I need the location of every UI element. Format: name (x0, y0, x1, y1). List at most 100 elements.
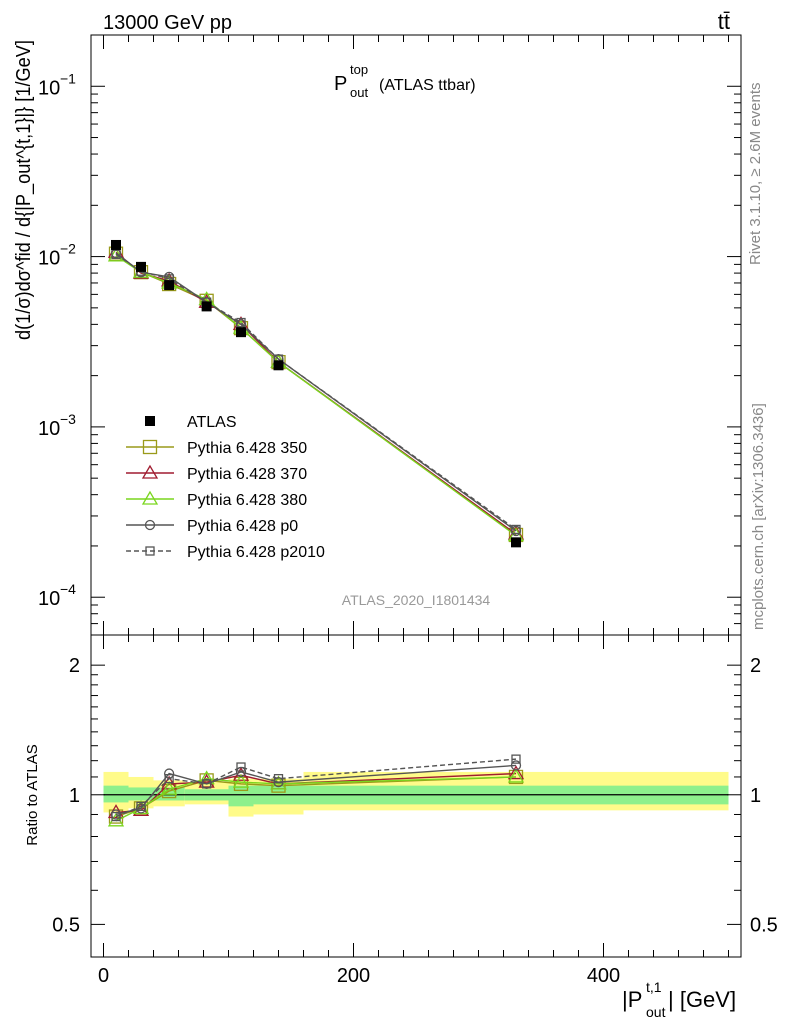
ratio-y-ticks: 0.5 0.5 1 1 2 2 (52, 655, 778, 936)
ratio-x-tick-label: 0 (98, 965, 109, 987)
legend-label: ATLAS (187, 414, 237, 431)
data-point (511, 537, 521, 548)
x-label-sub: out (646, 1004, 666, 1020)
ratio-y-tick-label-right: 1 (750, 785, 761, 807)
legend-marker (144, 519, 156, 531)
ratio-series-pythia-6-428-p2010 (111, 754, 521, 822)
series-line (115, 252, 517, 532)
x-label-sup: t,1 (646, 979, 662, 995)
data-point (236, 327, 246, 338)
data-point (511, 524, 521, 535)
title-sub: out (350, 85, 368, 100)
uncertainty-band-inner (128, 787, 154, 801)
main-y-tick-base: 10 (38, 418, 60, 440)
ratio-panel: 0.5 0.5 1 1 2 2 0 200 400 Ratio to ATLAS |P t,1… (24, 634, 778, 1020)
series-pythia-6-428-380 (107, 247, 525, 542)
series-line (115, 255, 517, 537)
main-plot-content (107, 239, 525, 548)
data-point (111, 239, 121, 250)
series-line (115, 253, 517, 536)
legend-label: Pythia 6.428 p0 (187, 518, 298, 535)
main-y-tick-exp: −1 (60, 70, 76, 86)
main-y-tick-exp: −2 (60, 241, 76, 257)
legend-entry: Pythia 6.428 p2010 (126, 544, 325, 561)
ratio-x-tick-label: 200 (337, 965, 370, 987)
series-pythia-6-428-p2010 (111, 249, 521, 535)
legend-marker (145, 416, 155, 426)
x-label-post: | [GeV] (668, 987, 736, 1012)
legend-entry: ATLAS (145, 414, 237, 431)
series-pythia-6-428-350 (108, 246, 524, 543)
ratio-y-tick-label: 2 (69, 655, 80, 677)
main-y-axis-label: d(1/σ)dσ^fid / d{|P_out^{t,1}|} [1/GeV] (13, 40, 35, 340)
x-label-pre: |P (622, 987, 642, 1012)
ratio-point (271, 778, 286, 793)
analysis-watermark: ATLAS_2020_I1801434 (342, 592, 491, 608)
process-label: tt̄ (718, 9, 730, 34)
ratio-point (160, 780, 178, 795)
ratio-x-tick-label: 400 (587, 965, 620, 987)
data-point (111, 249, 121, 260)
data-point (164, 280, 175, 291)
rivet-label: Rivet 3.1.10, ≥ 2.6M events (747, 83, 764, 266)
ratio-y-tick-label: 0.5 (52, 914, 80, 936)
ratio-plot-content (103, 754, 729, 827)
legend-label: Pythia 6.428 380 (187, 492, 307, 509)
legend-marker (141, 464, 159, 479)
legend-entry: Pythia 6.428 p0 (126, 518, 298, 535)
main-y-tick-label: 10 −2 (38, 241, 76, 270)
main-y-tick-exp: −3 (60, 411, 76, 427)
data-point (273, 360, 284, 371)
data-point (236, 317, 246, 328)
ratio-point (232, 773, 250, 788)
ratio-y-tick-label-right: 2 (750, 655, 761, 677)
ratio-y-axis-label: Ratio to ATLAS (24, 744, 41, 845)
legend-label: Pythia 6.428 350 (187, 440, 307, 457)
ratio-y-tick-label-right: 0.5 (750, 914, 778, 936)
ratio-point (511, 754, 521, 764)
mcplots-label: mcplots.cern.ch [arXiv:1306.3436] (750, 403, 767, 630)
legend-label: Pythia 6.428 p2010 (187, 544, 325, 561)
legend-label: Pythia 6.428 370 (187, 466, 307, 483)
ratio-point (164, 774, 174, 784)
main-panel: 10−110−210−310−4 P top out (ATLAS ttbar)… (13, 34, 742, 636)
main-y-tick-label: 10 −3 (38, 411, 76, 440)
title-suffix: (ATLAS ttbar) (379, 77, 476, 94)
legend-marker (142, 439, 158, 455)
legend-marker (141, 490, 159, 505)
main-x-ticks (103, 35, 729, 635)
energy-label: 13000 GeV pp (103, 12, 232, 34)
ratio-point (236, 762, 246, 772)
legend-marker (145, 546, 155, 556)
series-line (115, 253, 517, 531)
ratio-line (115, 758, 517, 818)
ratio-point (507, 765, 525, 780)
ratio-point (235, 766, 247, 778)
main-y-ticks: 10−110−210−310−4 (38, 34, 741, 636)
ratio-point (136, 801, 146, 811)
main-y-tick-base: 10 (38, 588, 60, 610)
legend: ATLAS Pythia 6.428 350 Pythia 6.428 370 Pyt… (126, 414, 325, 561)
title-main: P (334, 73, 347, 95)
ratio-x-ticks: 0 200 400 (98, 635, 729, 987)
main-y-tick-base: 10 (38, 77, 60, 99)
legend-entry: Pythia 6.428 380 (126, 490, 307, 509)
main-y-tick-label: 10 −4 (38, 581, 76, 610)
series-atlas (111, 239, 521, 548)
x-axis-label: |P t,1 out | [GeV] (622, 979, 736, 1020)
ratio-point (111, 811, 121, 822)
main-y-tick-base: 10 (38, 248, 60, 270)
data-point (136, 261, 146, 272)
ratio-point (201, 779, 212, 789)
uncertainty-band-inner (103, 785, 129, 803)
data-point (201, 301, 212, 312)
ratio-point (507, 768, 525, 783)
ratio-point (273, 774, 284, 784)
ratio-point (233, 776, 249, 792)
ratio-point (510, 760, 522, 771)
ratio-frame (90, 634, 742, 958)
main-y-tick-label: 10 −1 (38, 70, 76, 99)
title-sup: top (350, 62, 368, 77)
uncertainty-band-inner (228, 785, 254, 807)
